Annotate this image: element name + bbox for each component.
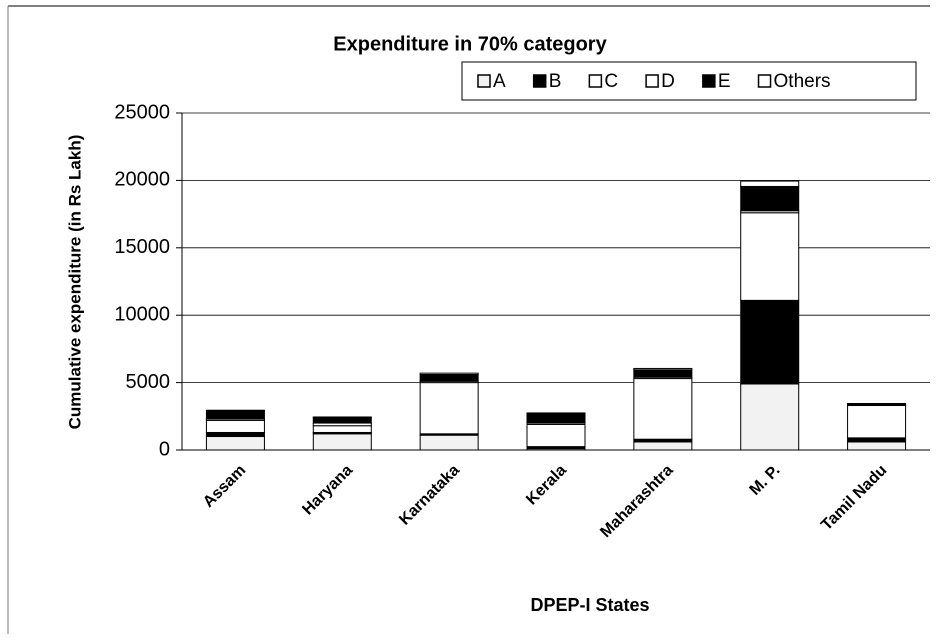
x-tick-label: M. P. xyxy=(747,462,784,499)
y-tick-label: 25000 xyxy=(114,101,170,123)
bar-segment xyxy=(419,374,479,382)
bar-segment xyxy=(205,436,265,451)
bar-segment xyxy=(633,441,693,451)
bar-segment xyxy=(312,425,372,433)
legend-label: D xyxy=(661,71,675,92)
x-axis-label: DPEP-I States xyxy=(530,595,649,615)
bar-segment xyxy=(205,409,265,412)
bar-segment xyxy=(312,433,372,451)
legend-label: Others xyxy=(774,71,831,92)
legend-swatch xyxy=(588,74,603,88)
bar-segment xyxy=(847,437,907,443)
x-tick-label: Tamil Nadu xyxy=(818,462,890,534)
legend-swatch xyxy=(702,74,716,88)
bar-segment xyxy=(740,383,800,451)
y-tick-label: 5000 xyxy=(126,371,171,393)
y-tick-label: 0 xyxy=(159,438,170,460)
legend-box xyxy=(461,61,917,101)
legend-label: C xyxy=(604,71,618,92)
bar-segment xyxy=(205,431,265,438)
chart-title: Expenditure in 70% category xyxy=(333,33,607,55)
bar-segment xyxy=(633,367,693,371)
bar-segment xyxy=(847,405,907,439)
bar-segment xyxy=(740,299,800,385)
y-axis-label: Cumulative expenditure (in Rs Lakh) xyxy=(65,135,84,430)
bar-segment xyxy=(526,413,586,424)
y-tick-label: 20000 xyxy=(114,169,170,191)
legend-label: E xyxy=(718,71,731,92)
x-tick-label: Maharashtra xyxy=(597,462,676,541)
legend-swatch xyxy=(532,74,547,88)
legend-swatch xyxy=(477,74,491,88)
x-tick-label: Kerala xyxy=(523,462,570,509)
bar-segment xyxy=(740,185,800,212)
y-tick-label: 15000 xyxy=(114,236,170,258)
bar-segment xyxy=(740,212,800,301)
bar-segment xyxy=(526,412,586,415)
legend-label: B xyxy=(549,71,562,92)
bar-segment xyxy=(205,419,265,433)
y-tick-label: 10000 xyxy=(114,303,170,325)
legend-swatch xyxy=(645,74,659,88)
bar-segment xyxy=(205,410,265,420)
bar-segment xyxy=(312,416,372,419)
x-tick-label: Karnataka xyxy=(396,462,463,529)
bar-segment xyxy=(847,441,907,451)
bar-segment xyxy=(633,369,693,378)
bar-segment xyxy=(633,378,693,440)
bar-segment xyxy=(312,417,372,424)
bar-segment xyxy=(419,434,479,451)
bar-segment xyxy=(526,423,586,448)
bar-segment xyxy=(419,372,479,376)
bar-segment xyxy=(419,382,479,435)
legend-label: A xyxy=(493,71,506,92)
bar-segment xyxy=(740,180,800,187)
bar-segment xyxy=(847,402,907,405)
x-tick-label: Haryana xyxy=(299,462,356,519)
x-tick-label: Assam xyxy=(200,462,249,511)
legend-swatch xyxy=(757,74,772,88)
